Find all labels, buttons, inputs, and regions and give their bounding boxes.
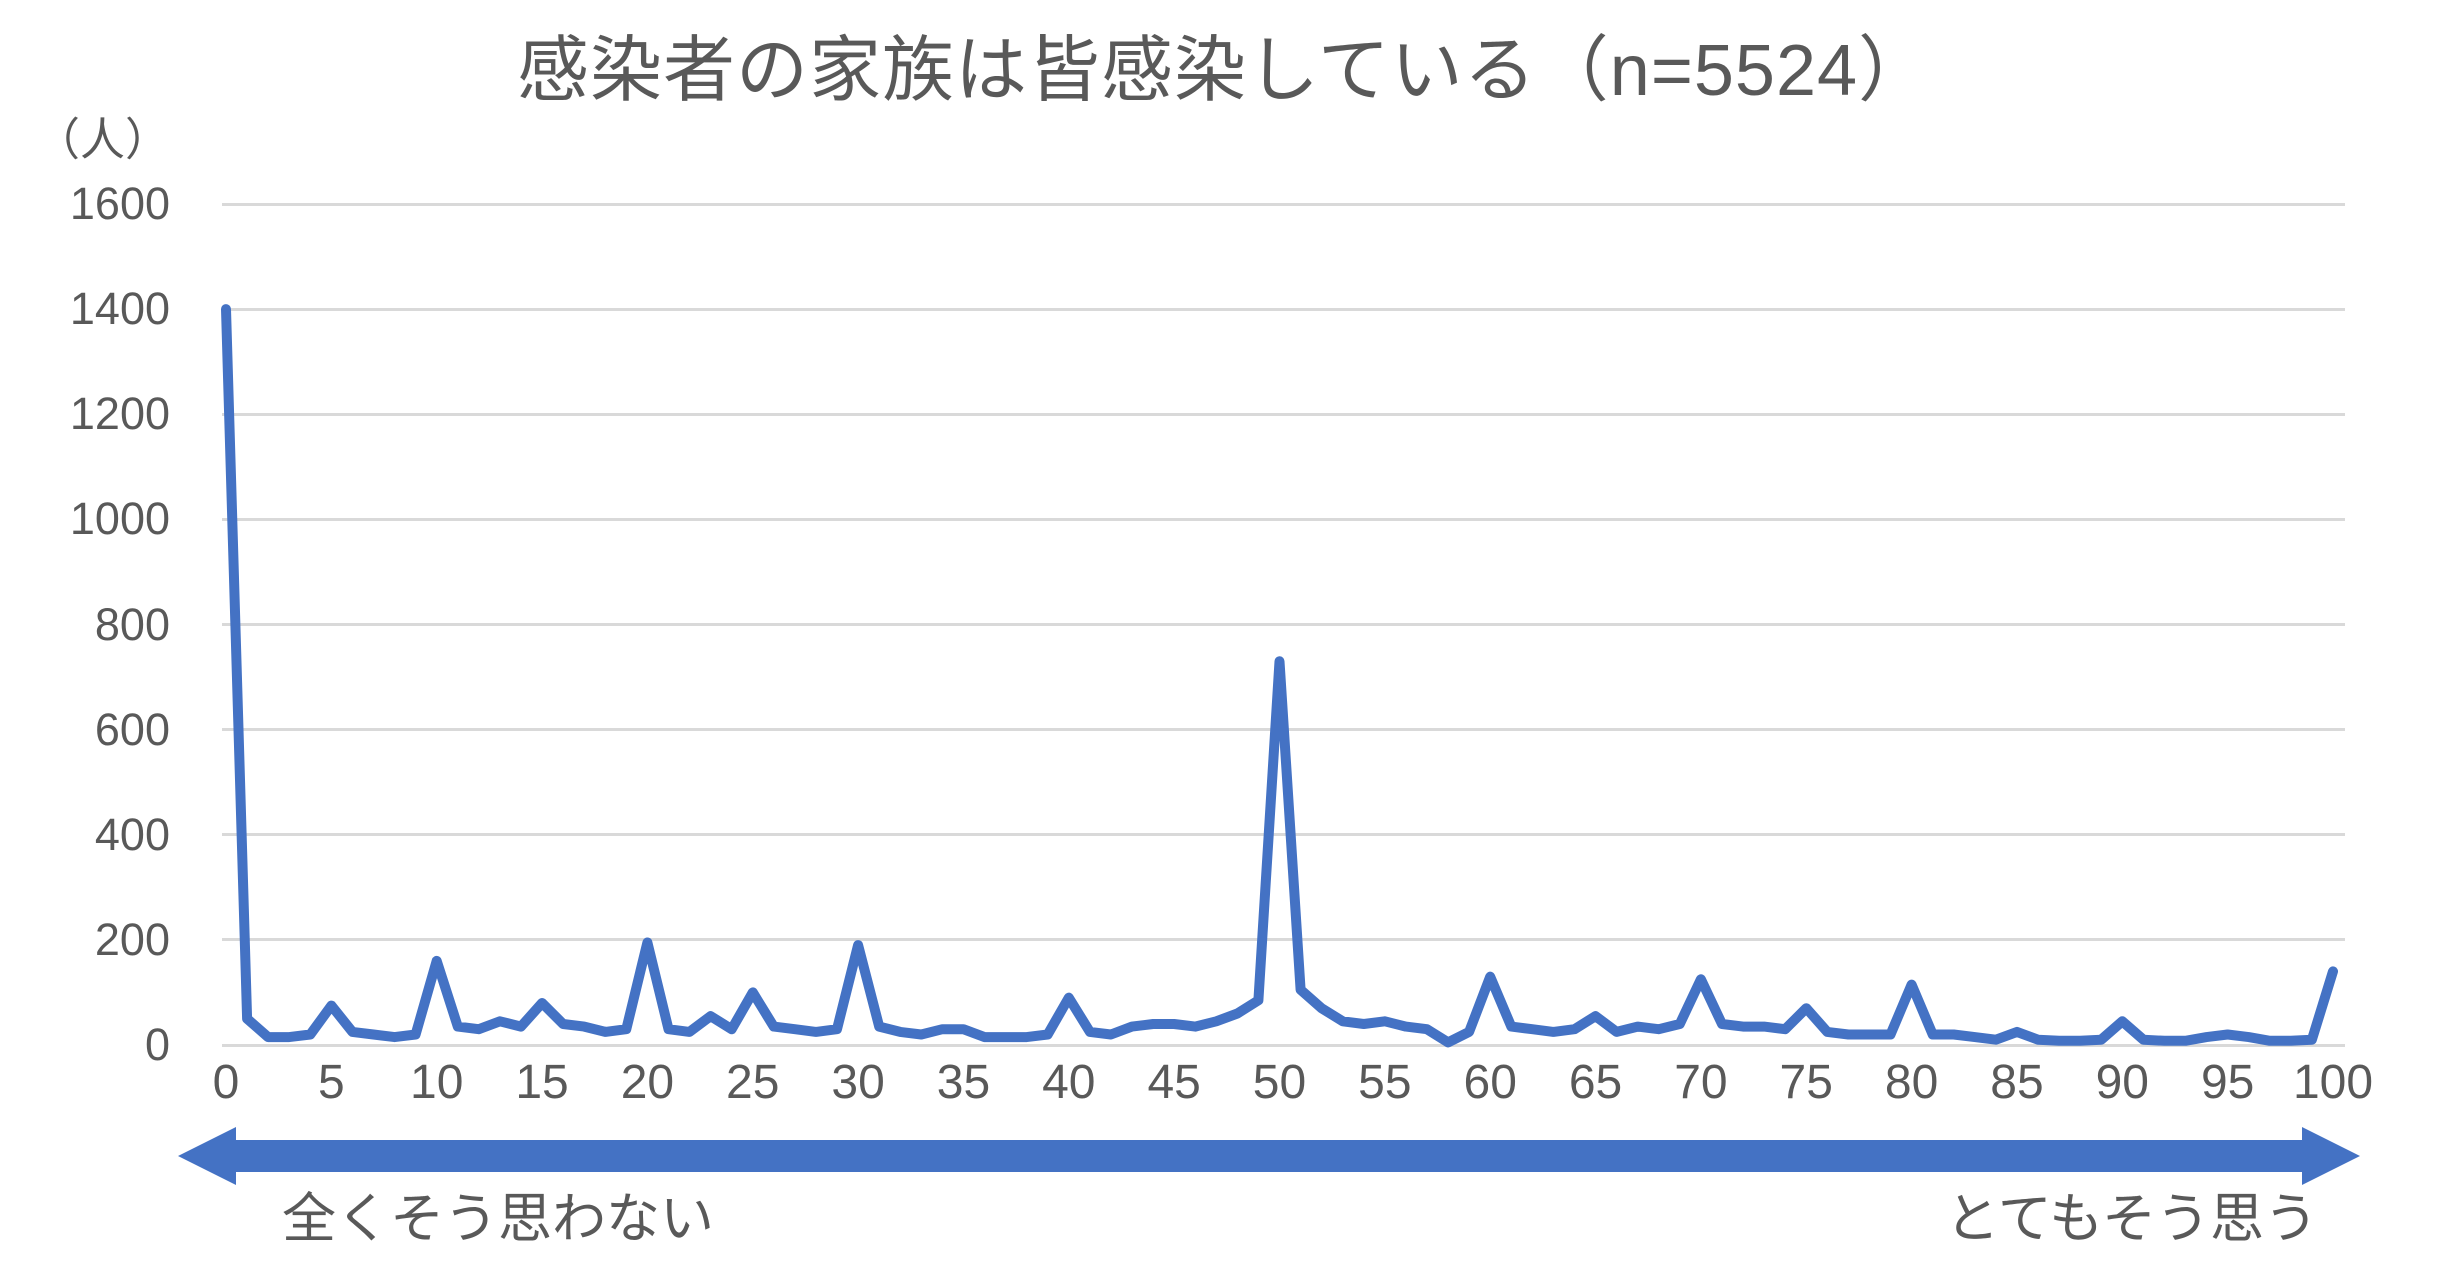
x-axis-tick-label: 55 [1358,1056,1412,1109]
x-axis-tick-label: 45 [1147,1056,1201,1109]
plot-area [221,202,2345,1048]
double-arrow-icon [178,1127,2360,1185]
y-axis-tick-label: 1000 [69,493,170,545]
x-axis-tick-label: 80 [1884,1056,1939,1109]
x-axis-tick-label: 100 [2292,1056,2374,1109]
x-axis-tick-label: 35 [936,1056,991,1109]
y-axis-tick-label: 400 [94,808,170,860]
x-axis-tick-label: 40 [1042,1056,1096,1109]
x-axis-tick-label: 85 [1990,1056,2044,1109]
gridline [222,938,2345,942]
x-axis-tick-label: 90 [2095,1056,2149,1109]
x-axis-tick-label: 75 [1779,1056,1833,1109]
scale-min-label: 全くそう思わない [282,1189,714,1249]
gridline [222,623,2345,626]
x-axis-tick-label: 95 [2200,1056,2255,1109]
x-axis-tick-label: 50 [1252,1056,1307,1109]
chart-title: 感染者の家族は皆感染している（n=5524） [516,31,1932,111]
y-axis-tick-label: 800 [94,598,170,650]
y-axis-tick-label: 1600 [69,178,170,229]
x-axis-tick-label: 10 [409,1056,464,1109]
gridline [222,833,2345,837]
x-axis-tick-label: 70 [1674,1056,1728,1109]
scale-range-arrow [178,1127,2360,1185]
x-axis-tick-label: 60 [1463,1056,1517,1109]
x-axis-tick-label: 65 [1568,1056,1623,1109]
x-axis-tick-label: 20 [620,1056,675,1109]
gridline [222,1043,2345,1047]
line-series-svg [221,304,2338,1048]
y-axis-tick-label: 200 [94,913,170,965]
x-axis-tick-label: 0 [212,1056,240,1109]
data-line [221,304,2338,1048]
x-axis-tick-label: 5 [317,1056,345,1109]
x-axis-tick-label: 25 [726,1056,780,1109]
y-axis-unit-label: （人） [34,114,170,165]
x-axis-tick-label: 15 [515,1056,569,1109]
y-axis-tick-label: 0 [144,1019,170,1070]
y-axis-tick-label: 600 [94,703,170,755]
gridline [222,307,2345,311]
gridline [222,412,2345,416]
gridline [222,517,2345,521]
scale-max-label: とてもそう思う [1945,1189,2318,1249]
y-axis-tick-label: 1400 [69,283,170,335]
gridline [222,202,2345,206]
y-axis-tick-label: 1200 [69,388,170,440]
x-axis-tick-label: 30 [831,1056,885,1109]
